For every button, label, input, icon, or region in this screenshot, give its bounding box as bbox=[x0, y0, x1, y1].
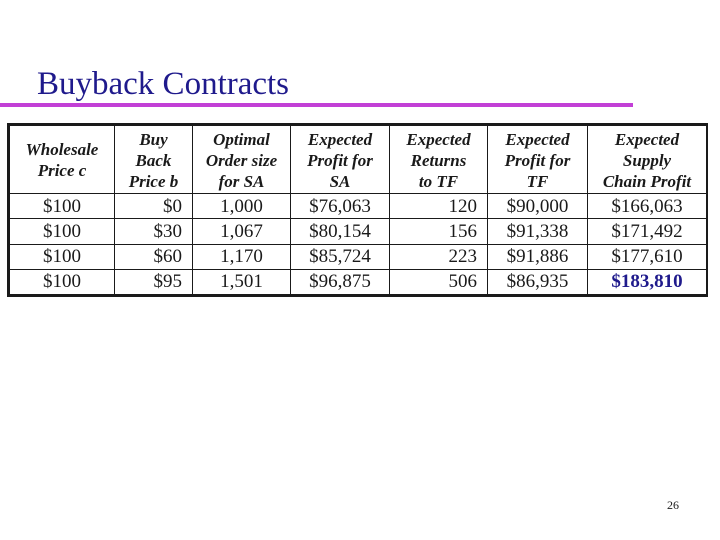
header-line: Back bbox=[135, 150, 172, 170]
cell-profit-sa: $80,154 bbox=[290, 218, 390, 245]
header-line: Profit for bbox=[307, 150, 373, 170]
header-buy-back-price: Buy Back Price b bbox=[114, 125, 193, 194]
cell-profit-tf: $90,000 bbox=[487, 192, 588, 220]
cell-supply-chain-profit-max: $183,810 bbox=[587, 268, 707, 296]
title-underline bbox=[0, 103, 633, 107]
cell-profit-sa: $85,724 bbox=[290, 243, 390, 270]
page-number: 26 bbox=[667, 498, 679, 512]
slide-title: Buyback Contracts bbox=[37, 66, 290, 102]
header-line: SA bbox=[329, 171, 351, 191]
header-expected-profit-sa: Expected Profit for SA bbox=[290, 125, 390, 194]
header-line: for SA bbox=[218, 171, 265, 191]
cell-returns-tf: 156 bbox=[389, 218, 488, 245]
header-line: Buy bbox=[139, 129, 168, 149]
header-expected-returns-tf: Expected Returns to TF bbox=[389, 125, 488, 194]
cell-returns-tf: 120 bbox=[389, 192, 488, 220]
table-row: $100 $95 1,501 $96,875 506 $86,935 $183,… bbox=[9, 268, 707, 296]
cell-wholesale-price: $100 bbox=[9, 243, 115, 270]
cell-wholesale-price: $100 bbox=[9, 218, 115, 245]
cell-order-size: 1,000 bbox=[192, 192, 291, 220]
header-line: Expected bbox=[307, 129, 373, 149]
cell-profit-tf: $86,935 bbox=[487, 268, 588, 296]
cell-wholesale-price: $100 bbox=[9, 192, 115, 220]
cell-order-size: 1,501 bbox=[192, 268, 291, 296]
header-line: Price b bbox=[128, 171, 179, 191]
header-line: Profit for bbox=[504, 150, 571, 170]
header-line: TF bbox=[526, 171, 549, 191]
cell-wholesale-price: $100 bbox=[9, 268, 115, 296]
header-line: Order size bbox=[205, 150, 278, 170]
header-expected-profit-tf: Expected Profit for TF bbox=[487, 125, 588, 194]
table-row: $100 $30 1,067 $80,154 156 $91,338 $171,… bbox=[9, 218, 707, 245]
table-row: $100 $60 1,170 $85,724 223 $91,886 $177,… bbox=[9, 243, 707, 270]
header-line: Price c bbox=[37, 161, 87, 180]
buyback-data-table: Wholesale Price c Buy Back Price b Optim… bbox=[9, 125, 707, 296]
table-row: $100 $0 1,000 $76,063 120 $90,000 $166,0… bbox=[9, 192, 707, 220]
header-line: Expected bbox=[505, 129, 570, 149]
cell-profit-tf: $91,886 bbox=[487, 243, 588, 270]
cell-order-size: 1,067 bbox=[192, 218, 291, 245]
cell-order-size: 1,170 bbox=[192, 243, 291, 270]
header-line: Wholesale bbox=[25, 140, 99, 159]
cell-supply-chain-profit: $166,063 bbox=[587, 192, 707, 220]
cell-supply-chain-profit: $177,610 bbox=[587, 243, 707, 270]
header-line: Expected bbox=[406, 129, 471, 149]
cell-buy-back-price: $60 bbox=[114, 243, 193, 270]
header-line: Supply bbox=[622, 150, 672, 170]
cell-buy-back-price: $95 bbox=[114, 268, 193, 296]
cell-profit-sa: $96,875 bbox=[290, 268, 390, 296]
cell-buy-back-price: $0 bbox=[114, 192, 193, 220]
header-optimal-order-size: Optimal Order size for SA bbox=[192, 125, 291, 194]
header-line: Returns bbox=[410, 150, 467, 170]
header-row: Wholesale Price c Buy Back Price b Optim… bbox=[9, 125, 707, 194]
cell-returns-tf: 223 bbox=[389, 243, 488, 270]
header-wholesale-price: Wholesale Price c bbox=[9, 125, 115, 194]
cell-profit-tf: $91,338 bbox=[487, 218, 588, 245]
header-line: Optimal bbox=[213, 129, 270, 149]
header-line: Chain Profit bbox=[602, 171, 692, 191]
header-expected-supply-chain-profit: Expected Supply Chain Profit bbox=[587, 125, 707, 194]
header-line: to TF bbox=[418, 171, 459, 191]
cell-returns-tf: 506 bbox=[389, 268, 488, 296]
header-line: Expected bbox=[614, 129, 680, 149]
cell-supply-chain-profit: $171,492 bbox=[587, 218, 707, 245]
cell-buy-back-price: $30 bbox=[114, 218, 193, 245]
cell-profit-sa: $76,063 bbox=[290, 192, 390, 220]
buyback-table: Wholesale Price c Buy Back Price b Optim… bbox=[7, 123, 708, 297]
